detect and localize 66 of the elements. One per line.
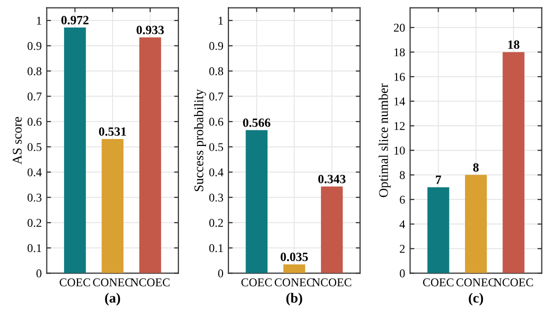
y-axis-title: Optimal slice number [378,83,391,198]
y-tick-label: 4 [400,220,406,228]
y-tick-label: 6 [400,196,405,204]
x-tick-label: NCOEC [494,278,533,286]
bar [320,186,343,274]
y-tick-label: 0.7 [28,92,42,101]
x-axis-title: (c) [468,292,484,306]
data-label: 18 [508,40,520,49]
data-label: 0.343 [318,174,346,184]
y-tick-label: 0 [218,269,224,278]
data-label: 0.933 [136,26,164,34]
y-tick-label: 2 [400,244,405,253]
y-tick-label: 0.2 [209,218,223,227]
data-label: 0.566 [243,118,270,127]
y-tick-label: 1 [37,16,42,25]
bar [139,37,162,274]
x-tick-label: COEC [241,278,272,286]
y-tick-label: 0.8 [209,67,224,76]
bar [427,187,450,274]
bar [246,130,268,274]
y-tick-label: 0.1 [209,244,223,252]
y-tick-label: 12 [394,122,405,130]
y-tick-label: 0.5 [209,143,224,152]
y-tick-label: 14 [394,98,406,106]
x-tick-label: CONEC [456,278,496,286]
y-tick-label: 0.6 [28,118,42,126]
data-label: 0.035 [280,252,308,262]
y-tick-label: 0.4 [28,168,42,176]
data-label: 0.531 [98,127,126,136]
x-tick-label: NCOEC [312,278,352,286]
y-tick-label: 0.9 [28,42,42,50]
y-axis-title: Success probability [194,89,206,192]
bar [465,174,487,274]
y-tick-label: 0.6 [209,118,224,126]
x-axis-title: (b) [286,292,302,306]
x-axis-title: (a) [105,292,120,306]
bar [102,139,124,274]
bar [64,28,86,274]
x-tick-label: COEC [60,278,90,286]
y-tick-label: 0.2 [28,218,42,227]
y-tick-label: 0.7 [209,92,224,101]
data-label: 0.972 [61,16,88,24]
y-tick-label: 10 [394,146,405,155]
y-tick-label: 20 [394,24,405,32]
y-tick-label: 1 [218,16,223,25]
x-tick-label: CONEC [93,278,132,286]
data-label: 8 [473,163,479,172]
y-tick-label: 0.1 [28,244,42,252]
y-tick-label: 0.4 [209,168,224,176]
y-tick-label: 0.9 [209,42,224,50]
bar [283,264,306,274]
x-tick-label: COEC [423,278,454,286]
data-label: 7 [436,176,442,184]
y-tick-label: 0.3 [209,194,224,202]
x-tick-label: NCOEC [130,278,170,286]
y-tick-label: 8 [400,171,405,180]
bar [502,52,524,274]
y-tick-label: 0.3 [28,194,42,202]
y-tick-label: 0 [400,269,405,278]
y-tick-label: 16 [394,72,405,81]
y-axis-title: AS score [12,116,22,164]
y-tick-label: 18 [394,48,405,56]
y-tick-label: 0 [36,269,42,278]
y-tick-label: 0.5 [28,143,42,152]
x-tick-label: CONEC [274,278,314,286]
y-tick-label: 0.8 [28,67,42,76]
